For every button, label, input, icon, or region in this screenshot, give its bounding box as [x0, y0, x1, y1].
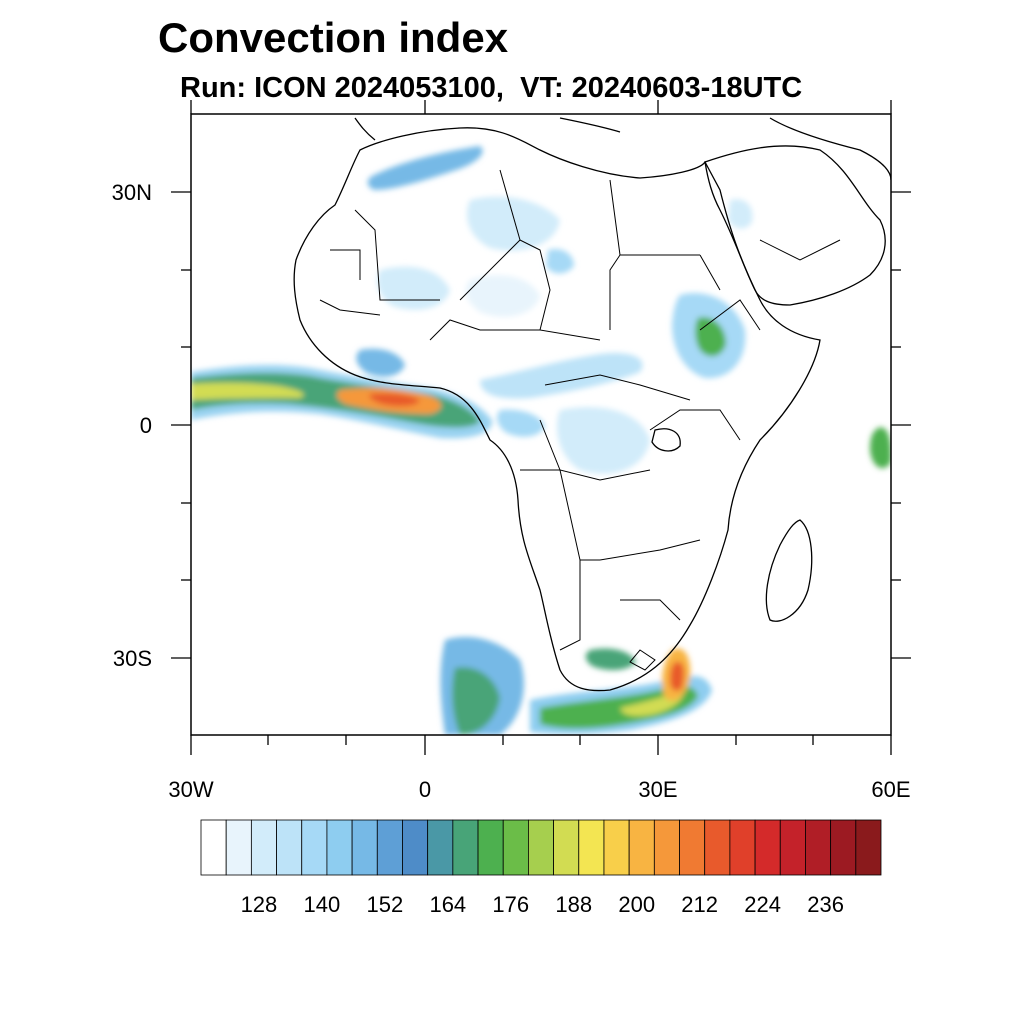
colorbar-tick-label: 188: [555, 892, 592, 917]
lat-label: 30S: [113, 646, 152, 671]
colorbar-swatch: [805, 819, 832, 876]
colorbar-swatch: [603, 819, 630, 876]
lon-label: 30W: [168, 777, 213, 802]
colorbar-tick-label: 164: [429, 892, 466, 917]
colorbar-swatch: [754, 819, 781, 876]
map-subtitle: Run: ICON 2024053100, VT: 20240603-18UTC: [180, 72, 803, 104]
colorbar-swatch: [200, 819, 227, 876]
colorbar-swatch: [502, 819, 529, 876]
colorbar-swatch: [477, 819, 504, 876]
axis-ticks: [171, 100, 911, 755]
colorbar-swatch: [704, 819, 731, 876]
colorbar-swatch: [250, 819, 277, 876]
colorbar-tick-label: 140: [304, 892, 341, 917]
colorbar-tick-label: 200: [618, 892, 655, 917]
colorbar-swatch: [427, 819, 454, 876]
colorbar-tick-label: 212: [681, 892, 718, 917]
convection-shading: [191, 146, 891, 735]
coastlines: [293, 117, 891, 692]
colorbar-tick-label: 176: [492, 892, 529, 917]
map-title: Convection index: [158, 14, 509, 61]
colorbar-swatch: [653, 819, 680, 876]
colorbar-swatch: [402, 819, 429, 876]
lat-label: 30N: [112, 180, 152, 205]
colorbar-swatch: [351, 819, 378, 876]
colorbar-labels: 128 140 152 164 176 188 200 212 224 236: [241, 892, 844, 917]
colorbar-swatch: [452, 819, 479, 876]
colorbar-swatch: [729, 819, 756, 876]
colorbar: [200, 819, 882, 876]
lon-label: 60E: [871, 777, 910, 802]
colorbar-swatch: [528, 819, 554, 876]
colorbar-tick-label: 236: [807, 892, 844, 917]
colorbar-swatch: [276, 819, 303, 876]
map-plot-area: [191, 114, 891, 735]
colorbar-swatch: [628, 819, 655, 876]
colorbar-tick-label: 128: [241, 892, 278, 917]
colorbar-swatch: [578, 819, 605, 876]
lon-label: 0: [419, 777, 431, 802]
colorbar-tick-label: 224: [744, 892, 781, 917]
lon-label: 30E: [638, 777, 677, 802]
colorbar-swatch: [326, 819, 353, 876]
colorbar-swatch: [779, 819, 806, 876]
colorbar-swatch: [225, 819, 252, 876]
colorbar-swatch: [376, 819, 403, 876]
colorbar-swatch: [553, 819, 580, 876]
colorbar-swatch: [855, 819, 882, 876]
country-borders: [319, 169, 841, 671]
colorbar-tick-label: 152: [366, 892, 403, 917]
colorbar-swatch: [830, 819, 857, 876]
colorbar-swatch: [679, 819, 706, 876]
lat-label: 0: [140, 413, 152, 438]
colorbar-swatch: [301, 819, 328, 876]
